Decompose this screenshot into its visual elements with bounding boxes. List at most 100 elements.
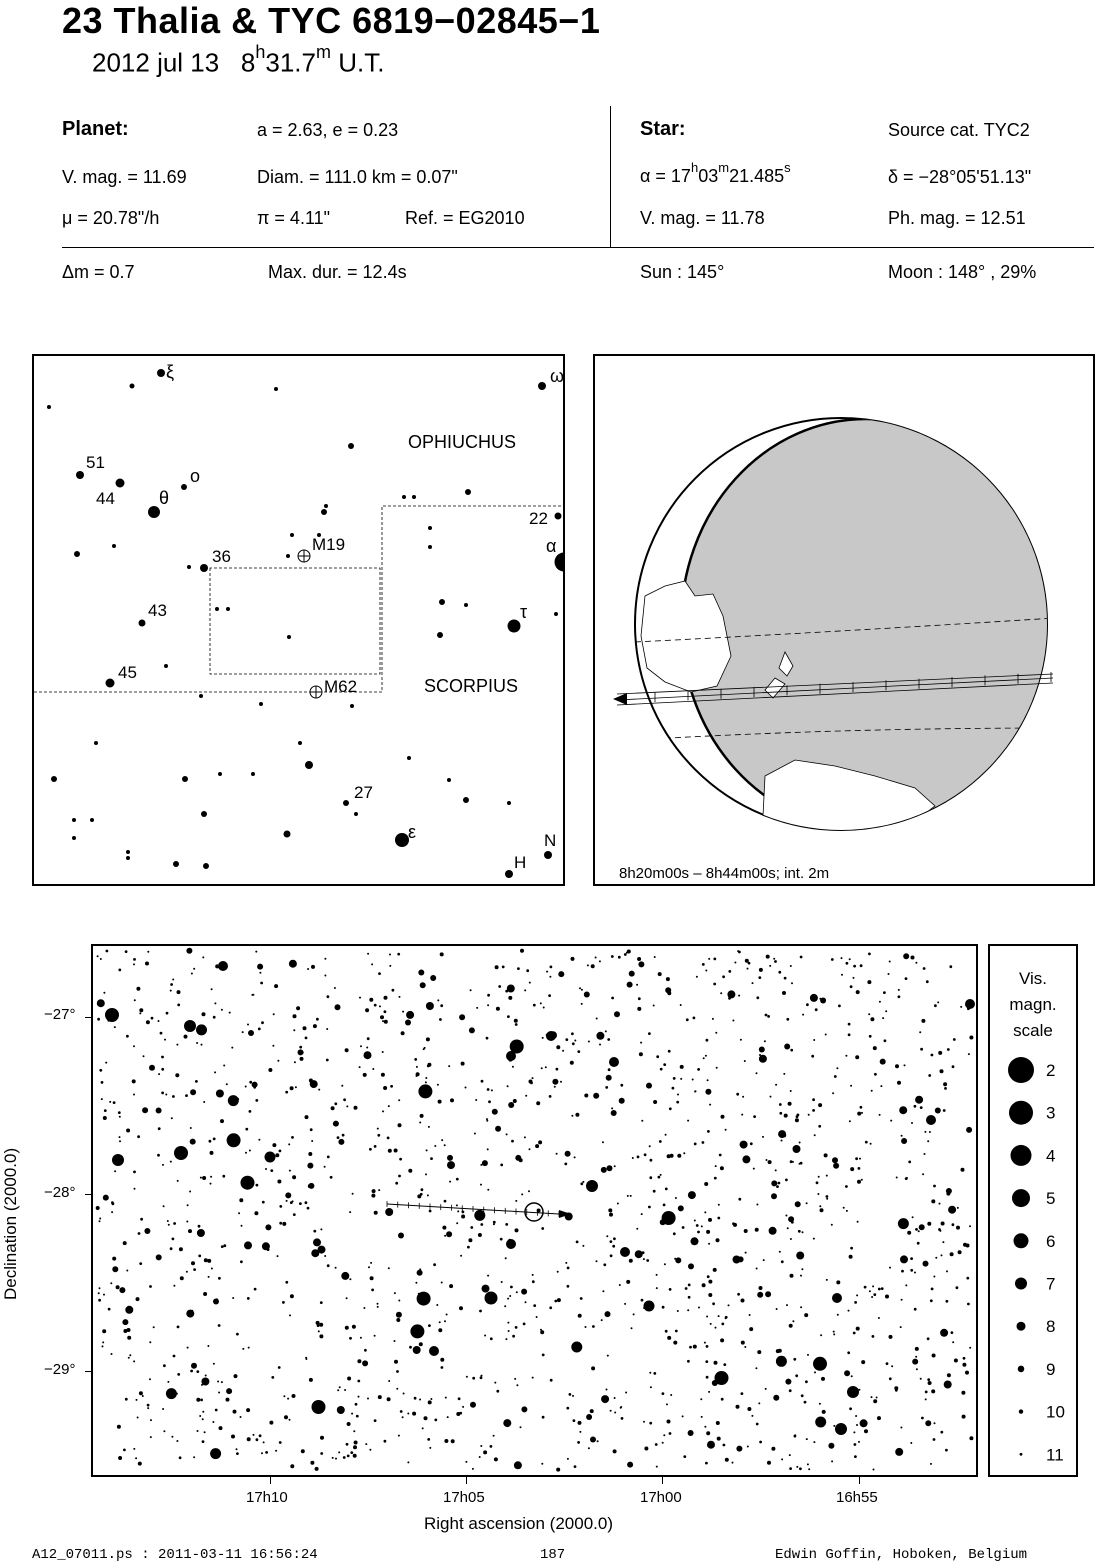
field-star: [903, 953, 910, 960]
field-star: [940, 1254, 943, 1257]
finder-star: [251, 772, 255, 776]
scale-dot: [1013, 1233, 1029, 1249]
finder-star: [173, 861, 179, 867]
field-star: [606, 1354, 609, 1357]
field-star: [554, 1299, 558, 1303]
hour-unit: h: [255, 42, 266, 62]
field-star: [855, 1415, 858, 1417]
field-star: [508, 995, 513, 1000]
field-star: [702, 1057, 705, 1060]
field-star: [220, 1381, 223, 1384]
field-star: [426, 1064, 430, 1068]
field-star: [648, 1205, 651, 1209]
field-star: [728, 996, 731, 1000]
field-star: [189, 1127, 192, 1129]
field-star: [244, 1241, 252, 1250]
field-star: [637, 957, 642, 961]
field-star: [391, 988, 395, 992]
field-star: [657, 972, 662, 977]
field-star: [242, 1347, 245, 1350]
field-star: [618, 1097, 625, 1104]
field-star: [890, 1119, 893, 1122]
field-star: [395, 1311, 402, 1318]
field-star: [283, 1395, 286, 1398]
field-star: [503, 1419, 512, 1428]
field-star: [373, 1419, 377, 1422]
field-star: [905, 1284, 908, 1287]
field-star: [671, 1086, 675, 1090]
field-star: [255, 1438, 259, 1442]
field-star: [653, 1100, 658, 1104]
bright-star: [926, 1115, 936, 1125]
field-star: [100, 1081, 104, 1084]
field-star: [495, 1006, 500, 1011]
field-star: [798, 1141, 801, 1144]
field-star: [444, 1234, 447, 1237]
field-star: [257, 963, 264, 970]
field-star: [681, 1415, 684, 1418]
field-star: [161, 1055, 164, 1059]
field-star: [767, 1015, 770, 1018]
field-star: [885, 1362, 889, 1365]
field-star: [737, 1292, 740, 1296]
bright-star: [643, 1300, 655, 1312]
field-star: [183, 1034, 188, 1039]
path-limit-north: [635, 617, 1047, 643]
field-star: [789, 1467, 792, 1470]
finder-star: [538, 382, 546, 390]
field-star: [351, 1324, 356, 1329]
field-star: [307, 968, 310, 970]
field-star: [713, 1176, 717, 1180]
field-star: [149, 1436, 152, 1439]
field-star: [248, 1110, 252, 1113]
field-star: [614, 1011, 620, 1018]
field-star: [519, 1426, 522, 1429]
field-star: [220, 1008, 223, 1011]
field-star: [740, 1392, 744, 1395]
field-star: [105, 1061, 108, 1064]
field-star: [666, 1419, 671, 1424]
field-star: [203, 1292, 208, 1296]
field-star: [848, 1120, 851, 1123]
field-star: [449, 1180, 452, 1183]
field-star: [277, 1059, 280, 1062]
field-star: [580, 1002, 583, 1005]
field-star: [969, 1035, 974, 1040]
finder-star: [463, 797, 469, 803]
field-star: [98, 1220, 101, 1223]
field-star: [207, 1275, 210, 1278]
field-star: [923, 1153, 926, 1155]
field-star: [814, 1008, 818, 1012]
scale-label: 11: [1046, 1445, 1064, 1464]
field-star: [450, 1439, 455, 1444]
field-star: [419, 1113, 424, 1118]
field-star: [593, 1092, 600, 1099]
field-star: [210, 988, 213, 991]
field-star: [662, 1203, 666, 1207]
field-star: [292, 1014, 297, 1019]
field-star: [223, 1064, 226, 1067]
field-star: [196, 1042, 199, 1044]
field-star: [357, 1379, 361, 1383]
field-star: [399, 1410, 403, 1413]
field-star: [720, 1114, 725, 1119]
field-star: [201, 1418, 204, 1421]
field-star: [704, 1054, 707, 1057]
field-star: [135, 1297, 140, 1302]
field-star: [853, 1443, 857, 1446]
y-axis-label: Declination (2000.0): [1, 1148, 20, 1300]
field-star: [667, 1335, 672, 1340]
field-star: [126, 1034, 129, 1038]
field-star: [99, 1217, 102, 1220]
field-star: [425, 1149, 428, 1152]
field-star: [931, 1353, 936, 1358]
field-star: [762, 1135, 764, 1138]
finder-star: [90, 818, 94, 822]
field-star: [157, 1153, 160, 1157]
field-star: [789, 1273, 794, 1278]
field-star: [419, 1398, 422, 1401]
field-star: [791, 1160, 794, 1163]
field-star: [388, 1380, 391, 1382]
field-star: [161, 1067, 165, 1071]
field-star: [857, 1167, 861, 1170]
